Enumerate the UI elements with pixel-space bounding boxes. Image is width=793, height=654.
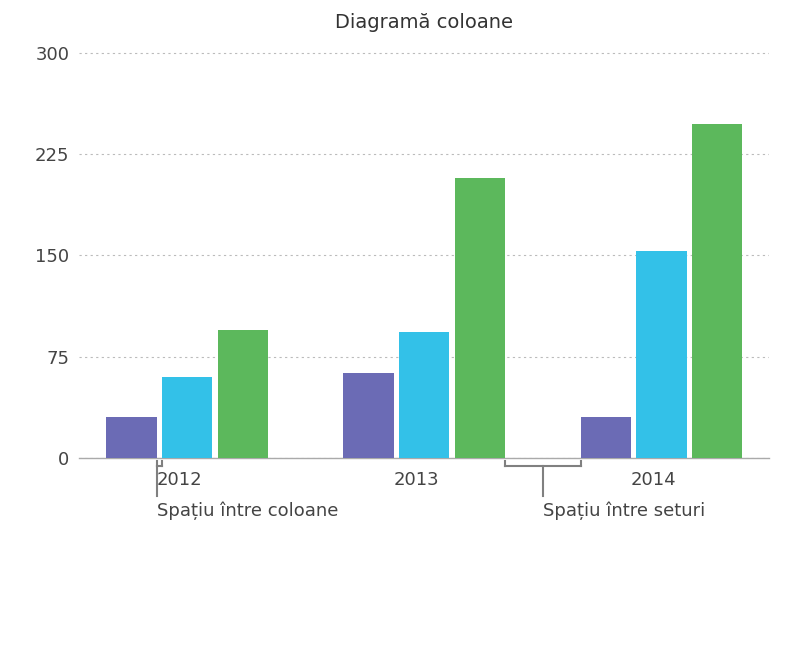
Bar <box>455 179 505 458</box>
Bar <box>106 417 156 458</box>
Bar <box>692 124 742 458</box>
Bar <box>636 251 687 458</box>
Bar <box>580 417 631 458</box>
Title: Diagramă coloane: Diagramă coloane <box>335 13 513 32</box>
Bar <box>217 330 268 458</box>
Bar <box>343 373 393 458</box>
Text: Spațiu între coloane: Spațiu între coloane <box>156 501 338 519</box>
Bar <box>399 332 450 458</box>
Bar <box>162 377 213 458</box>
Text: Spațiu între seturi: Spațiu între seturi <box>543 501 705 519</box>
